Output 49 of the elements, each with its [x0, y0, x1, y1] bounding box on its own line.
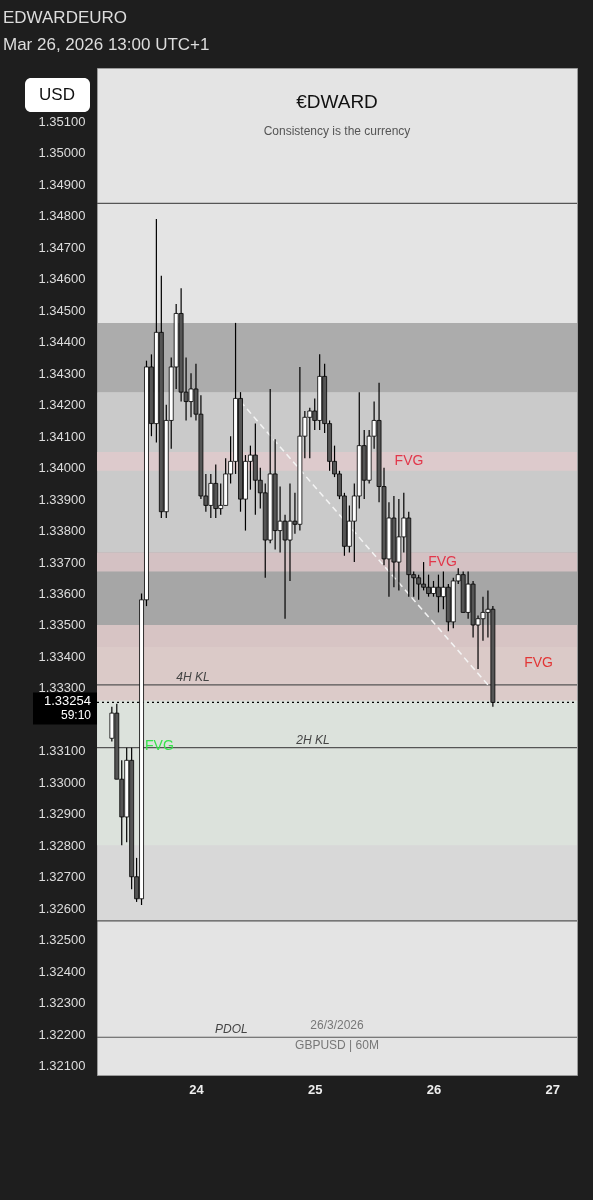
ref-line-label: 4H KL: [176, 669, 210, 684]
y-tick-label: 1.34900: [38, 176, 86, 192]
y-tick-label: 1.33400: [38, 648, 86, 664]
y-tick-label: 1.33800: [38, 523, 86, 539]
y-tick-label: 1.33700: [38, 554, 86, 570]
y-tick-label: 1.32600: [38, 900, 86, 916]
y-tick-label: 1.34300: [38, 365, 86, 381]
y-tick-label: 1.32900: [38, 806, 86, 822]
x-tick-label: 24: [189, 1081, 205, 1097]
ref-line-label: PDOL: [215, 1022, 248, 1037]
y-tick-label: 1.33600: [38, 586, 86, 602]
text: USD: [39, 85, 75, 104]
x-tick-label: 26: [426, 1081, 442, 1097]
y-tick-label: 1.34500: [38, 302, 86, 318]
band-label: FVG: [428, 553, 457, 570]
annotation: GBPUSD | 60M: [295, 1038, 379, 1052]
y-tick-label: 1.34700: [38, 239, 86, 255]
y-tick-label: 1.34600: [38, 271, 86, 287]
y-tick-label: 1.34800: [38, 208, 86, 224]
y-tick-label: 1.32400: [38, 963, 86, 979]
y-tick-label: 1.32800: [38, 837, 86, 853]
y-tick-label: 1.32500: [38, 932, 86, 948]
text: €DWARD: [296, 91, 378, 112]
y-tick-label: 1.32300: [38, 995, 86, 1011]
y-tick-label: 1.34400: [38, 334, 86, 350]
x-tick-label: 25: [308, 1081, 323, 1097]
y-tick-label: 1.33100: [38, 743, 86, 759]
y-tick-label: 1.33900: [38, 491, 86, 507]
text: EDWARDEURO: [3, 8, 128, 27]
y-tick-label: 1.33000: [38, 774, 86, 790]
x-tick-label: 27: [545, 1081, 560, 1097]
annotation: 26/3/2026: [310, 1018, 365, 1032]
y-tick-label: 1.34000: [38, 460, 86, 476]
y-tick-label: 1.32700: [38, 869, 86, 885]
text: Mar 26, 2026 13:00 UTC+1: [3, 35, 210, 54]
band-label: FVG: [394, 452, 424, 469]
band-label: FVG: [524, 653, 553, 670]
text: Consistency is the currency: [263, 124, 411, 138]
ref-line-label: 1.33254: [44, 693, 91, 709]
y-tick-label: 1.33300: [38, 680, 86, 696]
ref-line-label: 2H KL: [295, 732, 330, 747]
text: 59:10: [60, 708, 92, 723]
y-tick-label: 1.33500: [38, 617, 86, 633]
y-tick-label: 1.32200: [38, 1026, 86, 1042]
y-tick-label: 1.34200: [38, 397, 86, 413]
y-tick-label: 1.34100: [38, 428, 86, 444]
y-tick-label: 1.32100: [38, 1058, 86, 1074]
y-tick-label: 1.35100: [38, 114, 86, 129]
y-tick-label: 1.35000: [38, 145, 86, 161]
